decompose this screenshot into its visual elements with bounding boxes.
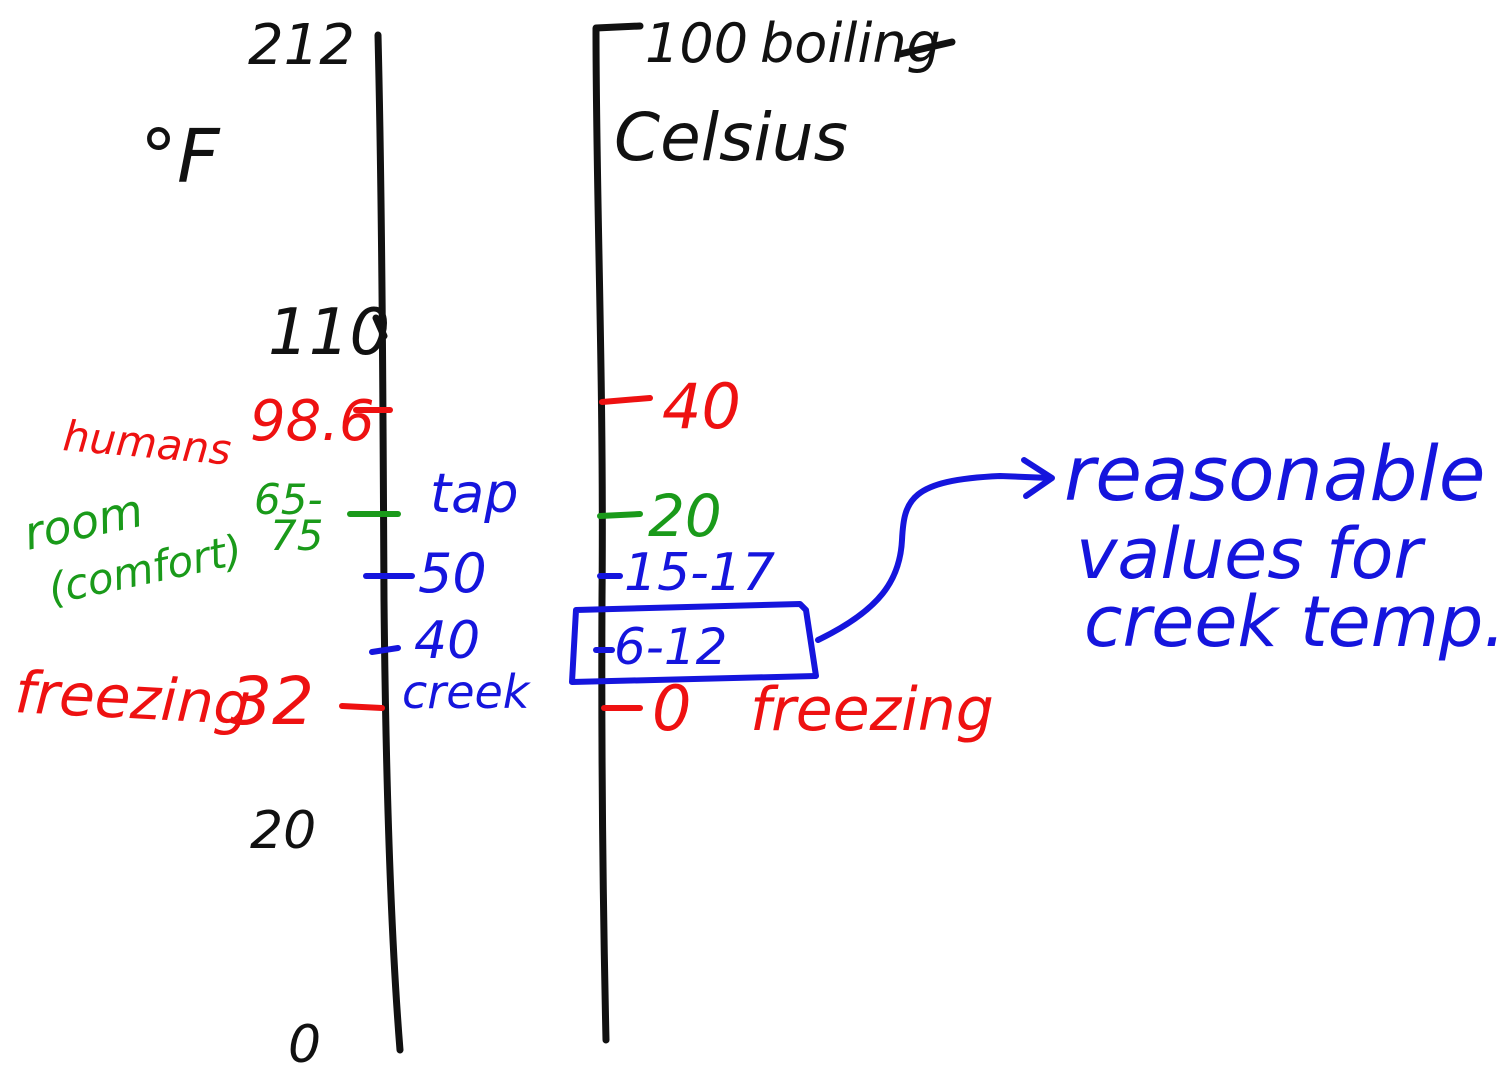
freezing-fahrenheit-tick xyxy=(339,703,385,711)
creek-celsius-box xyxy=(569,601,819,685)
room-fahrenheit-value-low: 65- xyxy=(254,475,323,524)
humans-label: humans xyxy=(61,411,233,474)
celsius-boiling-note: boiling xyxy=(760,12,941,75)
humans-fahrenheit-value: 98.6 xyxy=(250,389,375,454)
tap-label: tap xyxy=(430,462,519,525)
fahrenheit-tick-110: 110 xyxy=(268,296,390,370)
fahrenheit-axis xyxy=(374,31,404,1054)
fahrenheit-unit-label: °F xyxy=(140,114,221,200)
note-line-3: creek temp. xyxy=(1084,581,1506,663)
fahrenheit-110-tick xyxy=(372,314,388,340)
creek-celsius-value: 6-12 xyxy=(614,618,727,676)
freezing-fahrenheit-value: 32 xyxy=(230,663,314,740)
freezing-label-right: freezing xyxy=(750,675,994,745)
tap-celsius-value: 15-17 xyxy=(624,543,775,603)
creek-label: creek xyxy=(402,665,532,719)
note-arrow xyxy=(815,473,1053,643)
celsius-tick-100: 100 xyxy=(645,12,748,75)
note-arrowhead-icon xyxy=(1021,457,1055,499)
celsius-scale-label: Celsius xyxy=(614,99,848,176)
room-celsius-value: 20 xyxy=(648,482,722,550)
freezing-label-left: freezing xyxy=(13,658,252,738)
tap-fahrenheit-value: 50 xyxy=(418,542,487,605)
note-line-1: reasonable xyxy=(1064,429,1486,518)
celsius-axis xyxy=(592,22,644,1044)
fahrenheit-tick-20: 20 xyxy=(250,801,316,861)
humans-celsius-tick xyxy=(599,395,653,405)
humans-celsius-value: 40 xyxy=(662,370,741,443)
freezing-celsius-value: 0 xyxy=(652,672,691,745)
fahrenheit-tick-212: 212 xyxy=(248,13,355,78)
creek-fahrenheit-tick xyxy=(369,645,401,655)
creek-fahrenheit-value: 40 xyxy=(414,611,480,671)
note-line-2: values for xyxy=(1076,513,1426,595)
fahrenheit-tick-0: 0 xyxy=(288,1015,321,1068)
room-fahrenheit-value-high: 75 xyxy=(270,511,323,560)
room-celsius-tick xyxy=(597,511,643,519)
boiling-underline-stroke xyxy=(896,38,956,58)
